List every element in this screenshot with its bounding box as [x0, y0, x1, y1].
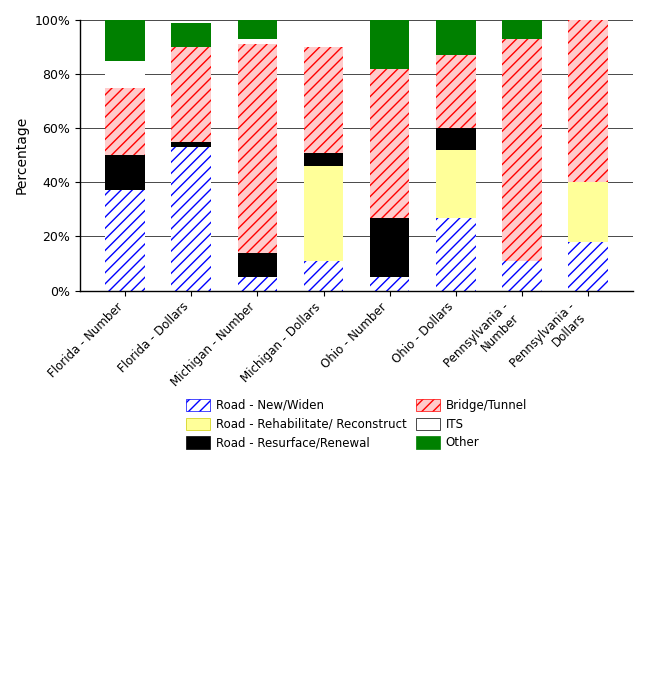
Bar [238, 253, 277, 277]
Bar [238, 277, 277, 290]
Bar [304, 47, 343, 153]
Bar [105, 190, 145, 290]
Bar [172, 147, 211, 290]
Bar [370, 277, 410, 290]
Bar [105, 20, 145, 60]
Bar [436, 128, 476, 150]
Bar [304, 261, 343, 290]
Bar [370, 218, 410, 277]
Bar [502, 39, 542, 261]
Bar [370, 68, 410, 218]
Bar [436, 20, 476, 55]
Bar [436, 150, 476, 218]
Bar [172, 23, 211, 47]
Bar [304, 166, 343, 261]
Bar [436, 218, 476, 290]
Bar [105, 60, 145, 88]
Bar [172, 47, 211, 142]
Bar [304, 153, 343, 166]
Bar [568, 20, 608, 182]
Bar [502, 20, 542, 39]
Bar [568, 182, 608, 242]
Bar [502, 261, 542, 290]
Bar [238, 45, 277, 253]
Bar [172, 142, 211, 147]
Bar [238, 39, 277, 45]
Bar [370, 20, 410, 68]
Y-axis label: Percentage: Percentage [15, 116, 29, 195]
Bar [436, 55, 476, 128]
Bar [238, 20, 277, 39]
Bar [105, 155, 145, 190]
Legend: Road - New/Widen, Road - Rehabilitate/ Reconstruct, Road - Resurface/Renewal, Br: Road - New/Widen, Road - Rehabilitate/ R… [181, 394, 531, 454]
Bar [105, 88, 145, 155]
Bar [568, 242, 608, 290]
